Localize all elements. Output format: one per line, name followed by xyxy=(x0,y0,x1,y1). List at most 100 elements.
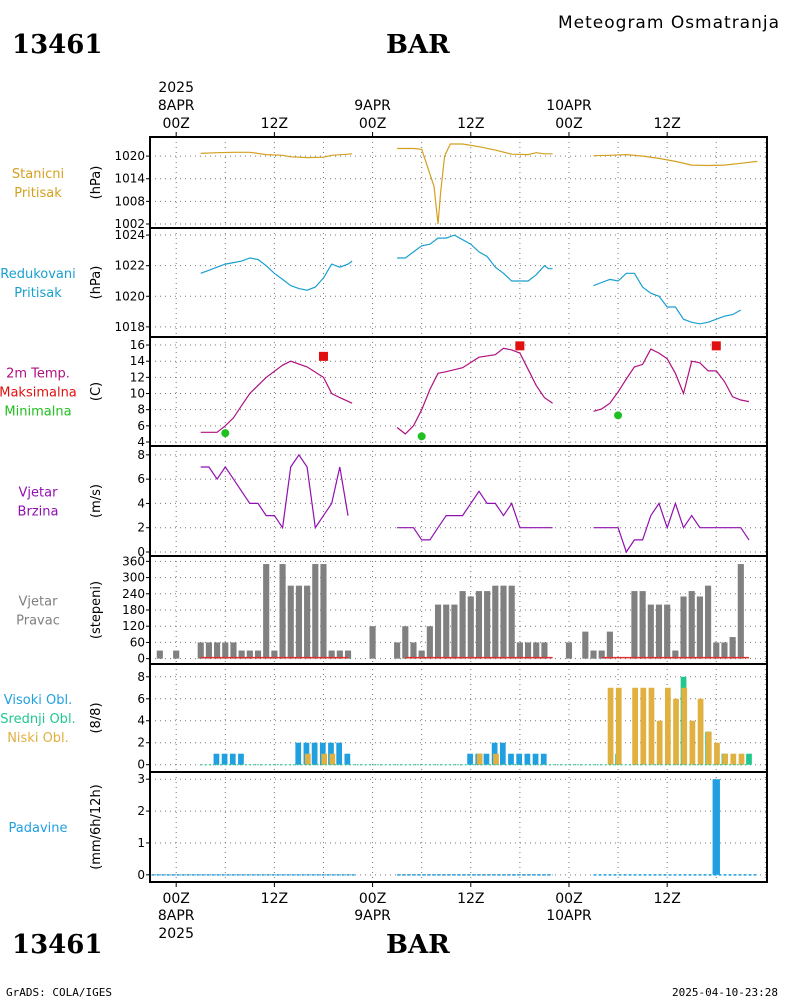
series-line-p2 xyxy=(200,257,353,291)
y-tick-label-p5: 180 xyxy=(122,603,145,617)
bar-p5 xyxy=(418,650,425,659)
bar-p6 xyxy=(656,720,663,765)
bar-p6 xyxy=(311,742,318,765)
panel-frame-p1 xyxy=(149,136,768,229)
bottom-hour-label: 12Z xyxy=(457,891,484,907)
y-tick-label-p6: 4 xyxy=(137,714,145,728)
chart-title: Meteogram Osmatranja xyxy=(558,13,781,33)
bar-p5 xyxy=(312,564,319,659)
bar-p6 xyxy=(508,753,514,765)
bar-p5 xyxy=(246,650,253,659)
y-tick-label-p4: 4 xyxy=(137,496,145,510)
bar-p5 xyxy=(492,585,499,659)
station-id-bottom: 13461 xyxy=(12,930,103,960)
panel-label-p2: Redukovani xyxy=(0,267,75,282)
panel-label-p6: Visoki Obl. xyxy=(4,693,72,708)
bar-p5 xyxy=(369,626,376,659)
bar-p5 xyxy=(565,642,573,659)
series-line-p1 xyxy=(200,151,353,159)
y-axis-label-p1: (hPa) xyxy=(89,166,104,200)
y-tick-label-p6: 2 xyxy=(137,736,145,750)
y-tick-label-p4: 8 xyxy=(137,448,145,462)
y-tick-label-p3: 12 xyxy=(130,370,145,384)
bar-p5 xyxy=(647,604,654,659)
top-date-label: 9APR xyxy=(354,98,391,114)
series-line-p2 xyxy=(397,234,553,282)
top-date-label: 8APR xyxy=(158,98,195,114)
footer-credit: GrADS: COLA/IGES xyxy=(6,986,112,999)
bar-p5 xyxy=(254,650,262,659)
series-line-p3 xyxy=(396,347,553,435)
tmin-marker xyxy=(417,432,426,441)
bar-p5 xyxy=(598,650,605,659)
bar-p5 xyxy=(197,642,204,659)
bar-p6 xyxy=(483,753,490,765)
bar-p6 xyxy=(746,753,752,765)
y-tick-label-p3: 4 xyxy=(137,435,145,449)
bar-p5 xyxy=(230,642,237,659)
y-tick-label-p3: 14 xyxy=(130,354,145,368)
bar-p5 xyxy=(713,642,720,659)
tmax-marker xyxy=(515,341,525,351)
y-tick-label-p5: 240 xyxy=(122,587,145,601)
y-tick-label-p1: 1002 xyxy=(114,217,145,231)
bar-p5 xyxy=(541,642,548,659)
bar-p5 xyxy=(410,642,417,659)
bar-p5 xyxy=(271,650,278,659)
bar-p6 xyxy=(648,687,655,765)
y-axis-label-p5: (stepeni) xyxy=(89,581,104,639)
bar-p6 xyxy=(730,753,737,765)
y-axis-label-p2: (hPa) xyxy=(89,266,104,300)
bar-p5 xyxy=(443,604,450,659)
y-axis-label-p3: (C) xyxy=(89,382,104,401)
y-tick-label-p7: 0 xyxy=(137,868,145,882)
bar-p5 xyxy=(721,642,728,659)
panel-label-p3: 2m Temp. xyxy=(6,367,70,382)
bar-p5 xyxy=(729,637,736,659)
bar-p6 xyxy=(238,753,244,765)
bar-p5 xyxy=(426,626,433,659)
y-tick-label-p2: 1022 xyxy=(114,259,145,273)
bar-p6 xyxy=(229,753,236,765)
bar-p6 xyxy=(640,687,647,765)
bar-p6 xyxy=(705,731,712,765)
bar-p5 xyxy=(590,650,597,659)
bar-p5 xyxy=(205,642,212,659)
bar-p6 xyxy=(336,742,343,765)
bar-p6 xyxy=(467,753,473,765)
top-year-label: 2025 xyxy=(158,80,194,96)
bar-p6 xyxy=(738,753,745,765)
bar-p6 xyxy=(499,742,506,765)
y-axis-label-p4: (m/s) xyxy=(89,484,104,518)
y-tick-label-p2: 1024 xyxy=(114,228,145,242)
bar-p5 xyxy=(737,564,744,659)
y-axis-label-p7: (mm/6h/12h) xyxy=(89,784,104,870)
y-tick-label-p7: 1 xyxy=(137,836,145,850)
y-tick-label-p2: 1020 xyxy=(114,289,145,303)
bar-p5 xyxy=(279,564,286,659)
tmax-marker xyxy=(318,351,328,361)
bottom-year-label: 2025 xyxy=(158,926,194,942)
bottom-hour-label: 12Z xyxy=(653,891,680,907)
bar-p5 xyxy=(263,564,270,659)
y-tick-label-p1: 1020 xyxy=(114,149,145,163)
bar-p5 xyxy=(631,591,638,659)
bar-p6 xyxy=(540,753,547,765)
tmin-marker xyxy=(614,411,623,420)
bar-p6 xyxy=(697,698,704,765)
tmax-marker xyxy=(711,341,721,351)
bar-p6 xyxy=(524,753,531,765)
y-tick-label-p5: 360 xyxy=(122,554,145,568)
panel-label-p7: Padavine xyxy=(9,821,68,836)
bar-p6 xyxy=(532,753,539,765)
bar-p6 xyxy=(493,753,499,765)
series-line-p4 xyxy=(397,490,553,541)
bar-p5 xyxy=(304,585,311,659)
y-tick-label-p1: 1014 xyxy=(114,172,145,186)
station-id-top: 13461 xyxy=(12,30,103,60)
panel-label-p1: Pritisak xyxy=(14,186,62,201)
bar-p5 xyxy=(336,650,343,659)
top-hour-label: 00Z xyxy=(162,116,189,132)
bar-p5 xyxy=(394,642,401,659)
